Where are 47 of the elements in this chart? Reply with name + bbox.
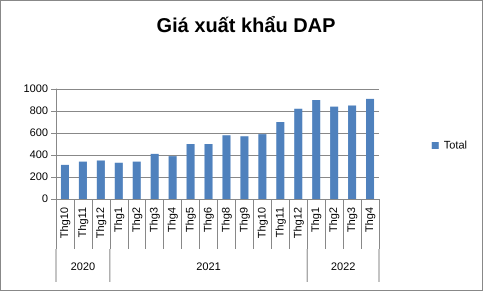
x-tick-label: Thg1 — [310, 207, 322, 232]
x-tick-label: Thg3 — [346, 207, 358, 232]
x-tick-label: Thg10 — [58, 207, 71, 238]
x-tick-label: Thg2 — [328, 207, 340, 232]
bar — [240, 136, 248, 199]
bar — [60, 164, 70, 199]
x-tick-label: Thg12 — [292, 207, 304, 238]
bar — [312, 100, 320, 199]
bar — [222, 135, 231, 199]
chart-title: Giá xuất khẩu DAP — [156, 15, 336, 37]
bar — [150, 154, 159, 199]
y-tick-label: 600 — [30, 127, 48, 139]
x-tick-label: Thg4 — [364, 207, 376, 232]
legend-label: Total — [444, 140, 468, 152]
bar — [366, 98, 374, 199]
y-tick-label: 800 — [30, 105, 48, 117]
y-tick-label: 1000 — [24, 83, 48, 95]
bar — [204, 144, 213, 199]
bar — [276, 122, 284, 199]
bar — [132, 162, 141, 199]
x-tick-label: Thg3 — [148, 207, 161, 232]
x-tick-label: Thg4 — [166, 207, 179, 232]
bar — [258, 134, 266, 199]
y-tick-label: 400 — [30, 149, 48, 161]
text: 2022 — [330, 261, 356, 273]
bar — [294, 108, 302, 199]
x-tick-label: Thg12 — [94, 207, 107, 238]
bar — [78, 162, 87, 199]
x-tick-label: Thg9 — [238, 207, 250, 232]
x-tick-label: Thg2 — [130, 207, 143, 232]
text: 2020 — [70, 261, 96, 273]
bar — [186, 144, 195, 199]
bar — [330, 106, 338, 199]
x-tick-label: Thg6 — [202, 207, 215, 232]
bar — [114, 162, 123, 199]
x-tick-label: Thg11 — [274, 207, 286, 238]
x-tick-label: Thg10 — [256, 207, 268, 238]
x-tick-label: Thg8 — [220, 207, 232, 232]
bar — [96, 160, 105, 199]
y-tick-label: 200 — [30, 171, 48, 183]
bar — [168, 156, 177, 199]
bar — [348, 106, 356, 199]
y-tick-label: 0 — [42, 193, 48, 205]
x-tick-label: Thg1 — [112, 207, 125, 232]
x-tick-label: Thg11 — [76, 207, 89, 238]
text: 2021 — [196, 261, 221, 273]
x-tick-label: Thg5 — [184, 207, 197, 232]
